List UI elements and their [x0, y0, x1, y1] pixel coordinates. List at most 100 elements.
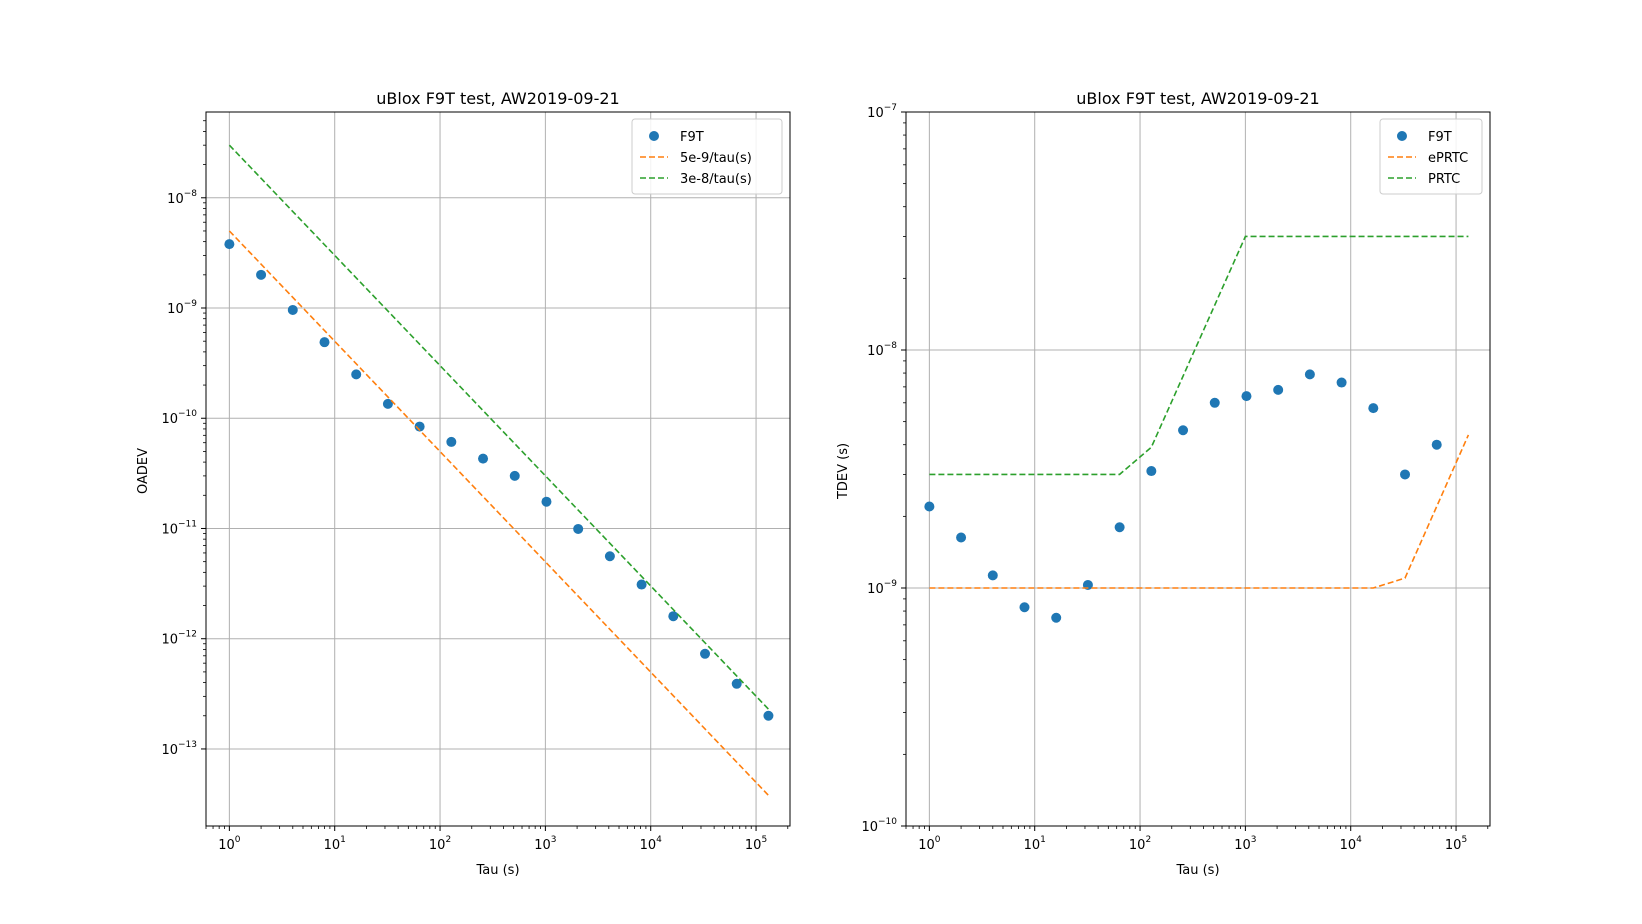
oadev-xtick-exponent: 2	[445, 835, 451, 845]
oadev-x-axis-label: Tau (s)	[475, 863, 519, 878]
tdev-xtick-exponent: 3	[1251, 835, 1257, 845]
tdev-point-f9t	[1241, 391, 1252, 402]
tdev-line-eprtc	[929, 434, 1470, 589]
oadev-xtick-label: 105	[745, 835, 767, 853]
oadev-ytick-base: 10	[167, 192, 184, 207]
oadev-xtick-label: 100	[218, 835, 241, 853]
tdev-legend-marker	[1397, 131, 1407, 141]
oadev-ytick-label: 10−12	[161, 630, 197, 648]
tdev-point-f9t	[1209, 397, 1220, 408]
tdev-point-f9t	[1051, 612, 1062, 623]
tdev-xtick-base: 10	[1445, 838, 1462, 853]
oadev-xtick-base: 10	[429, 838, 446, 853]
tdev-y-axis-label: TDEV (s)	[836, 443, 851, 500]
oadev-plot-title: uBlox F9T test, AW2019-09-21	[376, 89, 619, 108]
tdev-ytick-exponent: −10	[878, 817, 897, 827]
tdev-ytick-exponent: −7	[884, 103, 897, 113]
oadev-xtick-base: 10	[218, 838, 235, 853]
oadev-xtick-base: 10	[534, 838, 551, 853]
oadev-xtick-label: 103	[534, 835, 556, 853]
tdev-ytick-base: 10	[861, 820, 878, 835]
tdev-xtick-exponent: 4	[1356, 835, 1362, 845]
tdev-point-f9t	[924, 501, 935, 512]
oadev-ytick-exponent: −12	[178, 630, 197, 640]
oadev-xtick-label: 104	[640, 835, 663, 853]
oadev-ytick-exponent: −8	[184, 189, 198, 199]
oadev-series-layer	[224, 144, 774, 796]
oadev-ytick-base: 10	[161, 743, 178, 758]
oadev-ytick-label: 10−11	[161, 519, 197, 537]
oadev-ytick-label: 10−8	[167, 189, 197, 207]
tdev-x-axis-label: Tau (s)	[1175, 863, 1219, 878]
oadev-legend-label: 3e-8/tau(s)	[680, 172, 752, 187]
oadev-legend-box	[631, 118, 783, 195]
tdev-axes-frame	[905, 111, 1491, 827]
tdev-ytick-label: 10−7	[867, 103, 897, 121]
tdev-ytick-exponent: −9	[884, 579, 898, 589]
oadev-plot: uBlox F9T test, AW2019-09-21 Tau (s) OAD…	[136, 89, 791, 878]
tdev-ytick-base: 10	[867, 582, 884, 597]
tdev-series-layer	[924, 235, 1470, 623]
oadev-y-axis-label: OADEV	[136, 448, 151, 494]
oadev-point-f9t	[446, 436, 457, 447]
oadev-xtick-exponent: 3	[551, 835, 557, 845]
tdev-xtick-exponent: 0	[935, 835, 941, 845]
oadev-xtick-exponent: 5	[761, 835, 767, 845]
tdev-ytick-base: 10	[867, 106, 884, 121]
oadev-grid	[206, 112, 790, 826]
oadev-legend-marker	[649, 131, 659, 141]
oadev-ytick-base: 10	[161, 522, 178, 537]
tdev-point-f9t	[987, 570, 998, 581]
tdev-xtick-exponent: 5	[1461, 835, 1467, 845]
oadev-xtick-exponent: 0	[235, 835, 241, 845]
tdev-ytick-base: 10	[867, 344, 884, 359]
tdev-xtick-label: 101	[1024, 835, 1046, 853]
oadev-point-f9t	[763, 710, 774, 721]
oadev-ytick-label: 10−9	[167, 299, 197, 317]
oadev-point-f9t	[636, 579, 647, 590]
oadev-point-f9t	[700, 648, 711, 659]
tdev-xtick-base: 10	[1340, 838, 1357, 853]
tdev-legend-label: PRTC	[1428, 172, 1460, 187]
tdev-legend-label: ePRTC	[1428, 151, 1468, 166]
tdev-point-f9t	[1304, 369, 1315, 380]
oadev-point-f9t	[287, 304, 298, 315]
oadev-legend-label: 5e-9/tau(s)	[680, 151, 752, 166]
oadev-ytick-exponent: −10	[178, 409, 197, 419]
oadev-point-f9t	[509, 470, 520, 481]
tdev-point-f9t	[1146, 466, 1157, 477]
oadev-point-f9t	[541, 496, 552, 507]
oadev-ytick-base: 10	[167, 302, 184, 317]
oadev-point-f9t	[478, 453, 489, 464]
oadev-point-f9t	[668, 611, 679, 622]
oadev-xtick-label: 102	[429, 835, 451, 853]
oadev-ytick-exponent: −9	[184, 299, 198, 309]
oadev-line-3e-8-tau-s-	[228, 144, 769, 710]
tdev-xtick-label: 100	[918, 835, 941, 853]
oadev-xtick-exponent: 4	[656, 835, 662, 845]
tdev-point-f9t	[1273, 384, 1284, 395]
oadev-ytick-exponent: −13	[178, 740, 197, 750]
tdev-line-prtc	[929, 235, 1469, 476]
tdev-ytick-exponent: −8	[884, 341, 898, 351]
oadev-ytick-exponent: −11	[178, 519, 197, 529]
tdev-ytick-label: 10−10	[861, 817, 897, 835]
oadev-point-f9t	[382, 398, 393, 409]
tdev-point-f9t	[1431, 439, 1442, 450]
oadev-point-f9t	[604, 551, 615, 562]
oadev-ytick-base: 10	[161, 412, 178, 427]
oadev-legend: F9T 5e-9/tau(s) 3e-8/tau(s)	[631, 118, 783, 195]
oadev-point-f9t	[414, 421, 425, 432]
oadev-ytick-label: 10−10	[161, 409, 197, 427]
oadev-ticks: 100 101 102 103 104 10510−1310−1210−1110−1010…	[161, 120, 789, 853]
tdev-point-f9t	[1336, 377, 1347, 388]
oadev-xtick-base: 10	[640, 838, 657, 853]
tdev-point-f9t	[956, 532, 967, 543]
tdev-plot: uBlox F9T test, AW2019-09-21 Tau (s) TDE…	[836, 89, 1491, 878]
tdev-xtick-base: 10	[918, 838, 935, 853]
oadev-point-f9t	[224, 239, 235, 250]
tdev-plot-title: uBlox F9T test, AW2019-09-21	[1076, 89, 1319, 108]
tdev-point-f9t	[1178, 425, 1189, 436]
oadev-point-f9t	[731, 678, 742, 689]
